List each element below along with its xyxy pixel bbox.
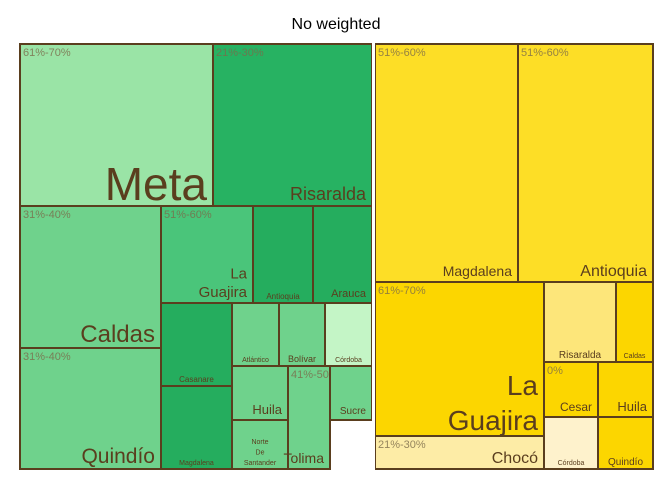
group-label: 31%-40% <box>23 209 71 221</box>
cell-rect <box>517 43 654 283</box>
cell-label: Cesar <box>560 400 592 414</box>
cell-label: Antioquia <box>580 263 647 280</box>
cell-huila: Huila <box>597 361 654 418</box>
cell-la-guajira: 51%-60% La Guajira <box>160 205 254 304</box>
cell-label: Córdoba <box>558 460 585 467</box>
cell-bolivar: Bolívar <box>278 302 326 367</box>
cell-rect <box>543 281 617 363</box>
group-label: 61%-70% <box>23 47 71 59</box>
cell-label: Sucre <box>340 406 367 417</box>
cell-rect <box>597 416 654 470</box>
cell-rect <box>543 416 599 470</box>
cell-label: Bolívar <box>288 354 316 364</box>
cell-label: Casanare <box>179 375 214 384</box>
group-label: 0% <box>547 365 563 377</box>
cell-label: Huila <box>252 402 282 417</box>
chart-title: No weighted <box>291 16 381 33</box>
cell-meta: 61%-70% Meta <box>19 43 214 210</box>
cell-cesar: 0% Cesar <box>543 361 599 418</box>
cell-rect <box>543 361 599 418</box>
cell-antioquia: 51%-60% Antioquia <box>517 43 654 283</box>
group-label: 61%-70% <box>378 285 426 297</box>
cell-label: Córdoba <box>335 357 362 364</box>
cell-cordoba: Córdoba <box>324 302 373 367</box>
cell-sucre: Sucre <box>329 365 373 421</box>
cell-rect <box>374 435 545 470</box>
cell-label: Magdalena <box>443 263 512 279</box>
group-label: 51%-60% <box>378 47 426 59</box>
cell-quindio: 31%-40% Quindío <box>19 347 162 470</box>
panel-separator <box>372 42 375 472</box>
cell-label: Quindío <box>608 457 643 468</box>
cell-label: Chocó <box>492 450 538 467</box>
cell-quindio: Quindío <box>597 416 654 470</box>
cell-atlantico: Atlántico <box>231 302 280 367</box>
cell-risaralda: 21%-30% Risaralda <box>212 43 373 207</box>
cell-rect <box>615 281 654 363</box>
cell-label: Magdalena <box>179 460 214 467</box>
cell-label: Norte De Santander <box>244 439 277 467</box>
group-label: 31%-40% <box>23 351 71 363</box>
cell-label: La Guajira <box>448 370 539 436</box>
cell-label: Risaralda <box>290 184 367 204</box>
cell-tolima: 41%-50% Tolima <box>284 365 339 470</box>
cell-caldas: 31%-40% Caldas <box>19 205 162 349</box>
cell-label: Antioquia <box>266 292 300 301</box>
cell-casanare: Casanare <box>160 302 233 387</box>
cell-rect <box>278 302 326 367</box>
group-label: 51%-60% <box>521 47 569 59</box>
cell-norte-de-santander: Norte De Santander <box>231 419 289 470</box>
cell-risaralda: Risaralda <box>543 281 617 363</box>
cell-la-guajira: 61%-70% La Guajira <box>374 281 545 437</box>
group-label: 21%-30% <box>378 439 426 451</box>
cell-label: Caldas <box>80 321 155 348</box>
cell-label: Quindío <box>81 445 155 468</box>
cell-huila: Huila <box>231 365 289 421</box>
cell-label: La Guajira <box>199 265 248 301</box>
cell-rect <box>312 205 373 304</box>
cell-label: Tolima <box>284 450 325 466</box>
group-label: 41%-50% <box>291 369 339 381</box>
cell-label: Huila <box>617 399 647 414</box>
cell-antioquia: Antioquia <box>252 205 314 304</box>
cell-label: Meta <box>105 158 208 210</box>
cell-rect <box>287 365 331 470</box>
group-label: 51%-60% <box>164 209 212 221</box>
cell-label: Caldas <box>624 353 646 360</box>
cell-rect <box>212 43 373 207</box>
cell-choco: 21%-30% Chocó <box>374 435 545 470</box>
cell-rect <box>160 302 233 387</box>
cell-label: Arauca <box>331 288 367 300</box>
cell-caldas: Caldas <box>615 281 654 363</box>
cell-rect <box>374 281 545 437</box>
cell-label: Risaralda <box>559 350 602 361</box>
cell-magdalena: Magdalena <box>160 385 233 470</box>
cell-magdalena: 51%-60% Magdalena <box>374 43 519 283</box>
group-label: 21%-30% <box>216 47 264 59</box>
cell-rect <box>231 365 289 421</box>
cell-rect <box>329 365 373 421</box>
cell-rect <box>160 385 233 470</box>
cell-cordoba: Córdoba <box>543 416 599 470</box>
right-panel: 51%-60% Magdalena 51%-60% Antioquia 61%-70% L… <box>374 43 654 470</box>
cell-rect <box>374 43 519 283</box>
cell-arauca: Arauca <box>312 205 373 304</box>
cell-rect <box>252 205 314 304</box>
left-panel: 61%-70% Meta 21%-30% Risaralda 31%-40% Caldas… <box>19 43 373 470</box>
cell-label: Atlántico <box>242 357 269 364</box>
